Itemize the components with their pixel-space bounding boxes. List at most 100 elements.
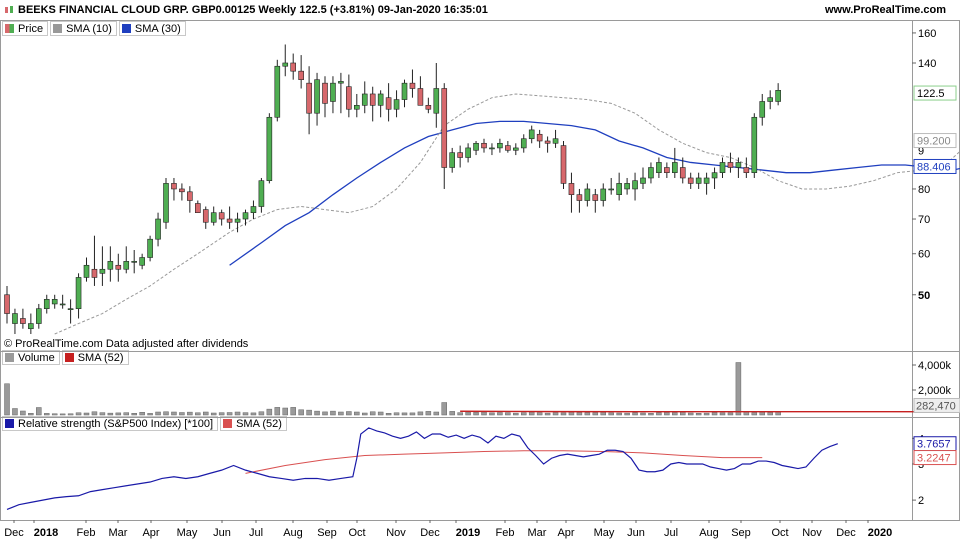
candle-body	[266, 116, 273, 181]
volume-bar	[44, 413, 50, 416]
volume-bar	[83, 412, 90, 416]
rs-swatch-icon	[5, 419, 14, 428]
rs-pane	[0, 417, 960, 521]
candle	[361, 81, 368, 114]
candle-body	[576, 194, 583, 201]
x-tick-label: Jun	[627, 527, 645, 539]
volume-bar	[36, 407, 42, 416]
candle-body	[624, 183, 630, 190]
candle	[520, 134, 527, 153]
candle	[584, 183, 591, 207]
candle-body	[640, 177, 646, 184]
candle	[171, 177, 177, 201]
candle	[433, 62, 440, 128]
candle-body	[330, 82, 336, 102]
x-tick-label: Feb	[77, 527, 96, 539]
x-tick-label: Jul	[249, 527, 263, 539]
candle	[417, 76, 424, 106]
volume-bar	[552, 412, 559, 416]
rs-line	[6, 427, 838, 511]
volume-bar	[147, 413, 153, 416]
x-tick-label: Oct	[771, 527, 788, 539]
candle-body	[258, 180, 265, 207]
volume-bar	[234, 411, 241, 416]
volume-bar	[59, 413, 66, 416]
candle	[4, 285, 10, 324]
candle	[115, 253, 122, 282]
rs-value-label: 3.7657	[917, 439, 951, 451]
volume-bar	[242, 412, 249, 416]
x-tick-label: Apr	[142, 527, 159, 539]
volume-bar	[362, 412, 368, 416]
volume-bar	[369, 411, 376, 416]
volume-bar	[385, 413, 392, 416]
candle-body	[290, 62, 297, 72]
volume-bar	[592, 412, 599, 416]
candle	[83, 257, 90, 282]
site-url[interactable]: www.ProRealTime.com	[824, 4, 946, 16]
sma10-value-label-box	[913, 133, 957, 149]
candle-body	[544, 140, 551, 144]
candle-body	[139, 257, 145, 266]
price-tick-label: 70	[918, 214, 930, 226]
volume-value-label: 282,470	[916, 400, 956, 412]
legend-volume-sma[interactable]: SMA (52)	[61, 350, 129, 365]
volume-bar	[544, 412, 551, 416]
volume-bar	[218, 412, 225, 416]
volume-bar	[179, 412, 185, 416]
candle-body	[353, 105, 360, 110]
candle	[632, 172, 638, 201]
volume-bar	[115, 412, 122, 416]
rs-sma-line	[245, 450, 763, 474]
volume-bar	[767, 412, 773, 416]
candle-body	[179, 188, 185, 193]
volume-bar	[600, 412, 606, 416]
x-tick-label: Apr	[557, 527, 574, 539]
x-tick-label: Aug	[699, 527, 719, 539]
legend-sma30[interactable]: SMA (30)	[118, 21, 186, 36]
volume-bar	[576, 412, 583, 416]
volume-bar	[226, 412, 233, 416]
candle-body	[385, 97, 392, 110]
candle	[592, 188, 599, 213]
volume-legend: Volume SMA (52)	[2, 350, 131, 365]
legend-volume[interactable]: Volume	[2, 350, 60, 365]
volume-tick-label: 4,000k	[918, 360, 952, 372]
candle-body	[512, 147, 519, 151]
candle-body	[338, 81, 344, 84]
volume-sma-swatch-icon	[64, 353, 74, 362]
volume-bar	[210, 412, 217, 416]
candle-body	[306, 82, 312, 114]
candle	[35, 303, 42, 329]
volume-bar	[266, 408, 273, 416]
legend-rs[interactable]: Relative strength (S&P500 Index) [*100]	[2, 416, 219, 431]
volume-bar	[250, 412, 257, 416]
candle	[401, 79, 408, 108]
legend-rs-sma[interactable]: SMA (52)	[220, 416, 287, 431]
x-tick-label: Aug	[283, 527, 303, 539]
volume-bar	[441, 402, 447, 416]
volume-bar	[12, 408, 18, 416]
volume-bar	[513, 412, 519, 416]
x-tick-label: Mar	[528, 527, 547, 539]
volume-bar	[481, 411, 487, 416]
candle	[234, 212, 241, 233]
candle	[703, 172, 710, 195]
candle-body	[425, 105, 432, 110]
volume-bar	[648, 413, 654, 416]
volume-bar	[695, 413, 702, 416]
volume-bar	[672, 412, 678, 416]
candle-body	[560, 145, 567, 184]
legend-price[interactable]: Price	[2, 21, 49, 36]
volume-bar	[75, 412, 82, 416]
sma30-line	[229, 120, 960, 266]
volume-bar	[719, 412, 726, 416]
candle-body	[719, 162, 726, 173]
candle-body	[377, 93, 384, 106]
legend-sma10[interactable]: SMA (10)	[50, 21, 117, 36]
candle-body	[679, 167, 686, 179]
volume-bar	[497, 412, 503, 416]
candle	[163, 177, 169, 229]
candle-body	[695, 177, 702, 184]
